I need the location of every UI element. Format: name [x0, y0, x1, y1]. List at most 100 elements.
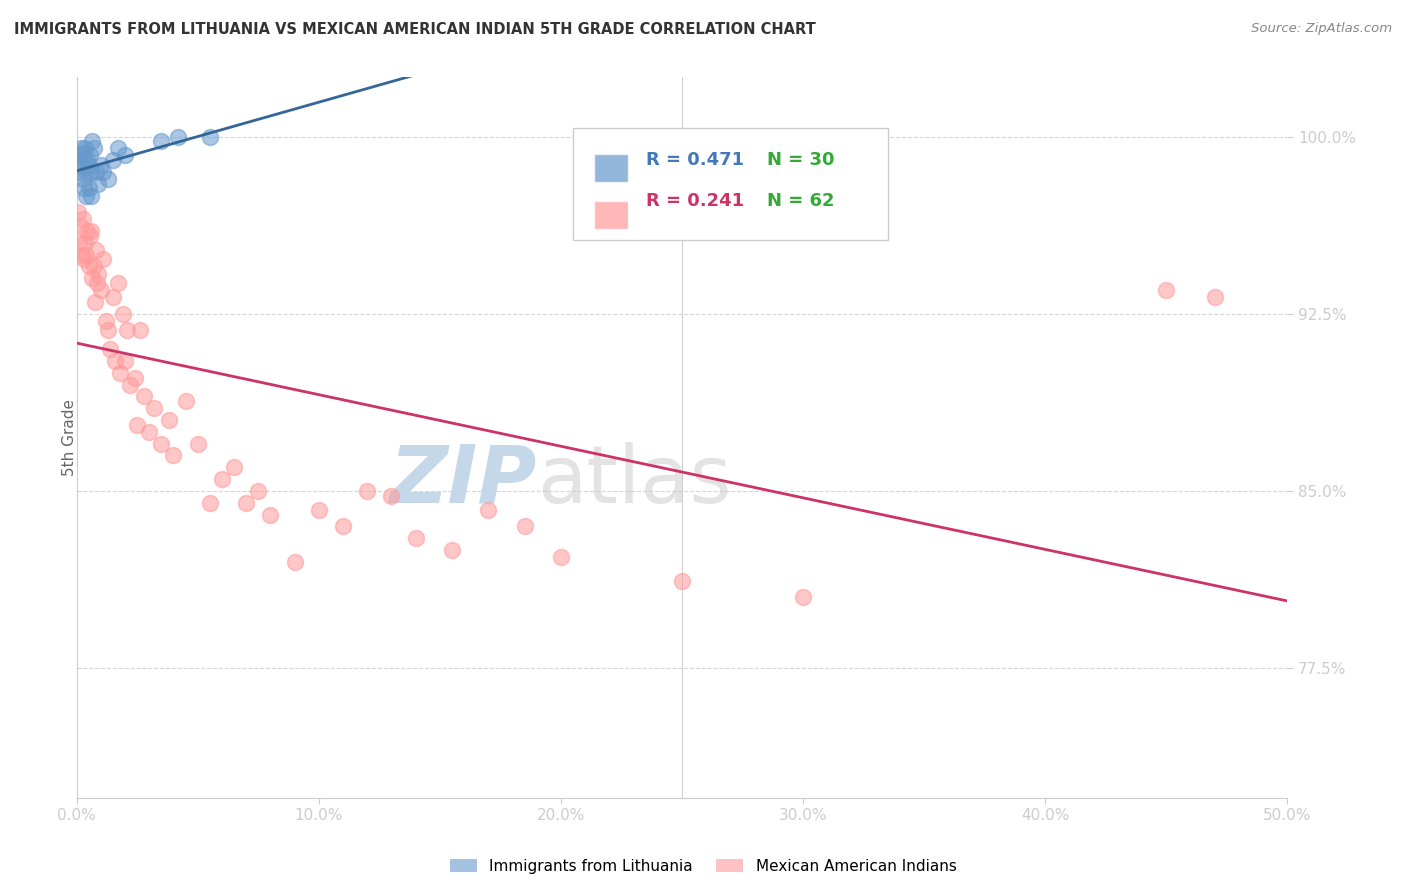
Point — [100, 342, 122, 356]
Point — [332, 519, 354, 533]
Point — [73, 181, 96, 195]
Point — [222, 460, 245, 475]
Point — [513, 519, 536, 533]
Point — [72, 146, 94, 161]
Legend: Immigrants from Lithuania, Mexican American Indians: Immigrants from Lithuania, Mexican Ameri… — [443, 853, 963, 880]
Point — [67, 165, 90, 179]
Point — [198, 496, 221, 510]
Text: N = 62: N = 62 — [766, 193, 834, 211]
Point — [83, 260, 105, 274]
Point — [477, 503, 499, 517]
Point — [87, 177, 110, 191]
Point — [70, 247, 93, 261]
Point — [101, 290, 124, 304]
Point — [91, 252, 114, 267]
Point — [198, 129, 221, 144]
Point — [235, 496, 257, 510]
Point — [79, 148, 101, 162]
Point — [94, 314, 117, 328]
Point — [83, 141, 105, 155]
Point — [138, 425, 160, 439]
Point — [128, 323, 150, 337]
Text: IMMIGRANTS FROM LITHUANIA VS MEXICAN AMERICAN INDIAN 5TH GRADE CORRELATION CHART: IMMIGRANTS FROM LITHUANIA VS MEXICAN AME… — [14, 22, 815, 37]
Point — [75, 247, 97, 261]
Point — [77, 158, 100, 172]
Point — [69, 219, 91, 234]
Point — [97, 172, 120, 186]
Point — [90, 283, 112, 297]
Point — [70, 158, 93, 172]
Point — [671, 574, 693, 588]
Point — [405, 531, 427, 545]
Point — [187, 436, 209, 450]
Point — [90, 158, 112, 172]
Point — [73, 153, 96, 168]
Text: R = 0.241: R = 0.241 — [645, 193, 744, 211]
Point — [86, 276, 108, 290]
Point — [87, 267, 110, 281]
Point — [76, 224, 98, 238]
Text: Source: ZipAtlas.com: Source: ZipAtlas.com — [1251, 22, 1392, 36]
Text: N = 30: N = 30 — [766, 152, 834, 169]
Point — [127, 417, 149, 432]
Point — [73, 235, 96, 250]
Point — [134, 389, 156, 403]
Point — [77, 260, 100, 274]
Y-axis label: 5th Grade: 5th Grade — [62, 400, 77, 476]
Point — [107, 276, 129, 290]
Text: R = 0.471: R = 0.471 — [645, 152, 744, 169]
Point — [150, 134, 173, 148]
Point — [82, 271, 104, 285]
Point — [97, 323, 120, 337]
Point — [150, 436, 173, 450]
Point — [167, 129, 190, 144]
Point — [247, 483, 270, 498]
Point — [259, 508, 281, 522]
Point — [114, 354, 136, 368]
Point — [550, 550, 572, 565]
Point — [72, 172, 94, 186]
Point — [66, 205, 89, 219]
Point — [356, 483, 378, 498]
Point — [69, 148, 91, 162]
Point — [380, 489, 402, 503]
Point — [162, 449, 184, 463]
Point — [124, 370, 146, 384]
Point — [80, 224, 103, 238]
Text: ZIP: ZIP — [389, 442, 537, 520]
Point — [83, 294, 105, 309]
Bar — [593, 153, 627, 182]
Point — [118, 377, 141, 392]
Point — [70, 141, 93, 155]
Point — [157, 413, 180, 427]
Point — [73, 141, 96, 155]
Point — [107, 141, 129, 155]
Point — [117, 323, 139, 337]
Point — [1204, 290, 1226, 304]
Point — [101, 153, 124, 168]
Point — [440, 543, 463, 558]
Point — [79, 228, 101, 243]
Point — [1156, 283, 1178, 297]
Bar — [593, 201, 627, 228]
Point — [67, 235, 90, 250]
Point — [792, 591, 814, 605]
Text: atlas: atlas — [537, 442, 731, 520]
Point — [84, 165, 107, 179]
Point — [82, 134, 104, 148]
Point — [76, 153, 98, 168]
Point — [91, 165, 114, 179]
Point — [174, 394, 197, 409]
Point — [283, 555, 305, 569]
Point — [75, 165, 97, 179]
Point — [108, 366, 131, 380]
Point — [80, 188, 103, 202]
Point — [84, 243, 107, 257]
Point — [114, 148, 136, 162]
Point — [80, 165, 103, 179]
FancyBboxPatch shape — [574, 128, 887, 240]
Point — [211, 472, 233, 486]
Point — [143, 401, 166, 416]
Point — [104, 354, 127, 368]
Point — [308, 503, 330, 517]
